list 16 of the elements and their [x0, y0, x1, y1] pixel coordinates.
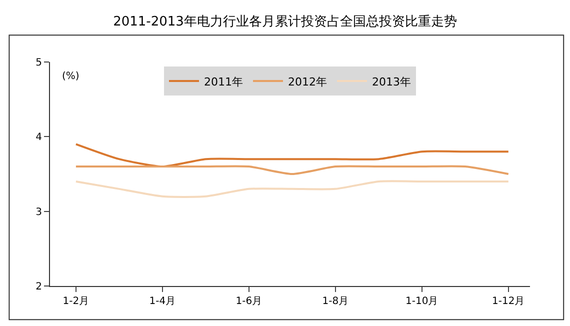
- line-series: [74, 143, 510, 168]
- x-tick-label: 1-10月: [406, 296, 438, 307]
- legend-label: 2011年: [204, 75, 243, 88]
- x-tick-label: 1-4月: [149, 296, 176, 307]
- y-tick-label: 3: [36, 206, 42, 218]
- y-tick-label: 4: [36, 132, 42, 144]
- legend-label: 2012年: [288, 75, 327, 88]
- x-tick-label: 1-12月: [492, 296, 525, 307]
- x-tick-label: 1-8月: [322, 296, 349, 307]
- x-tick-label: 1-6月: [236, 296, 262, 307]
- y-tick-label: 5: [36, 58, 42, 68]
- chart-title: 2011-2013年电力行业各月累计投资占全国总投资比重走势: [113, 14, 457, 30]
- annotation: (%): [62, 71, 80, 82]
- y-tick-label: 2: [36, 282, 42, 292]
- x-tick-label: 1-2月: [62, 296, 90, 307]
- legend-label: 2013年: [372, 75, 411, 88]
